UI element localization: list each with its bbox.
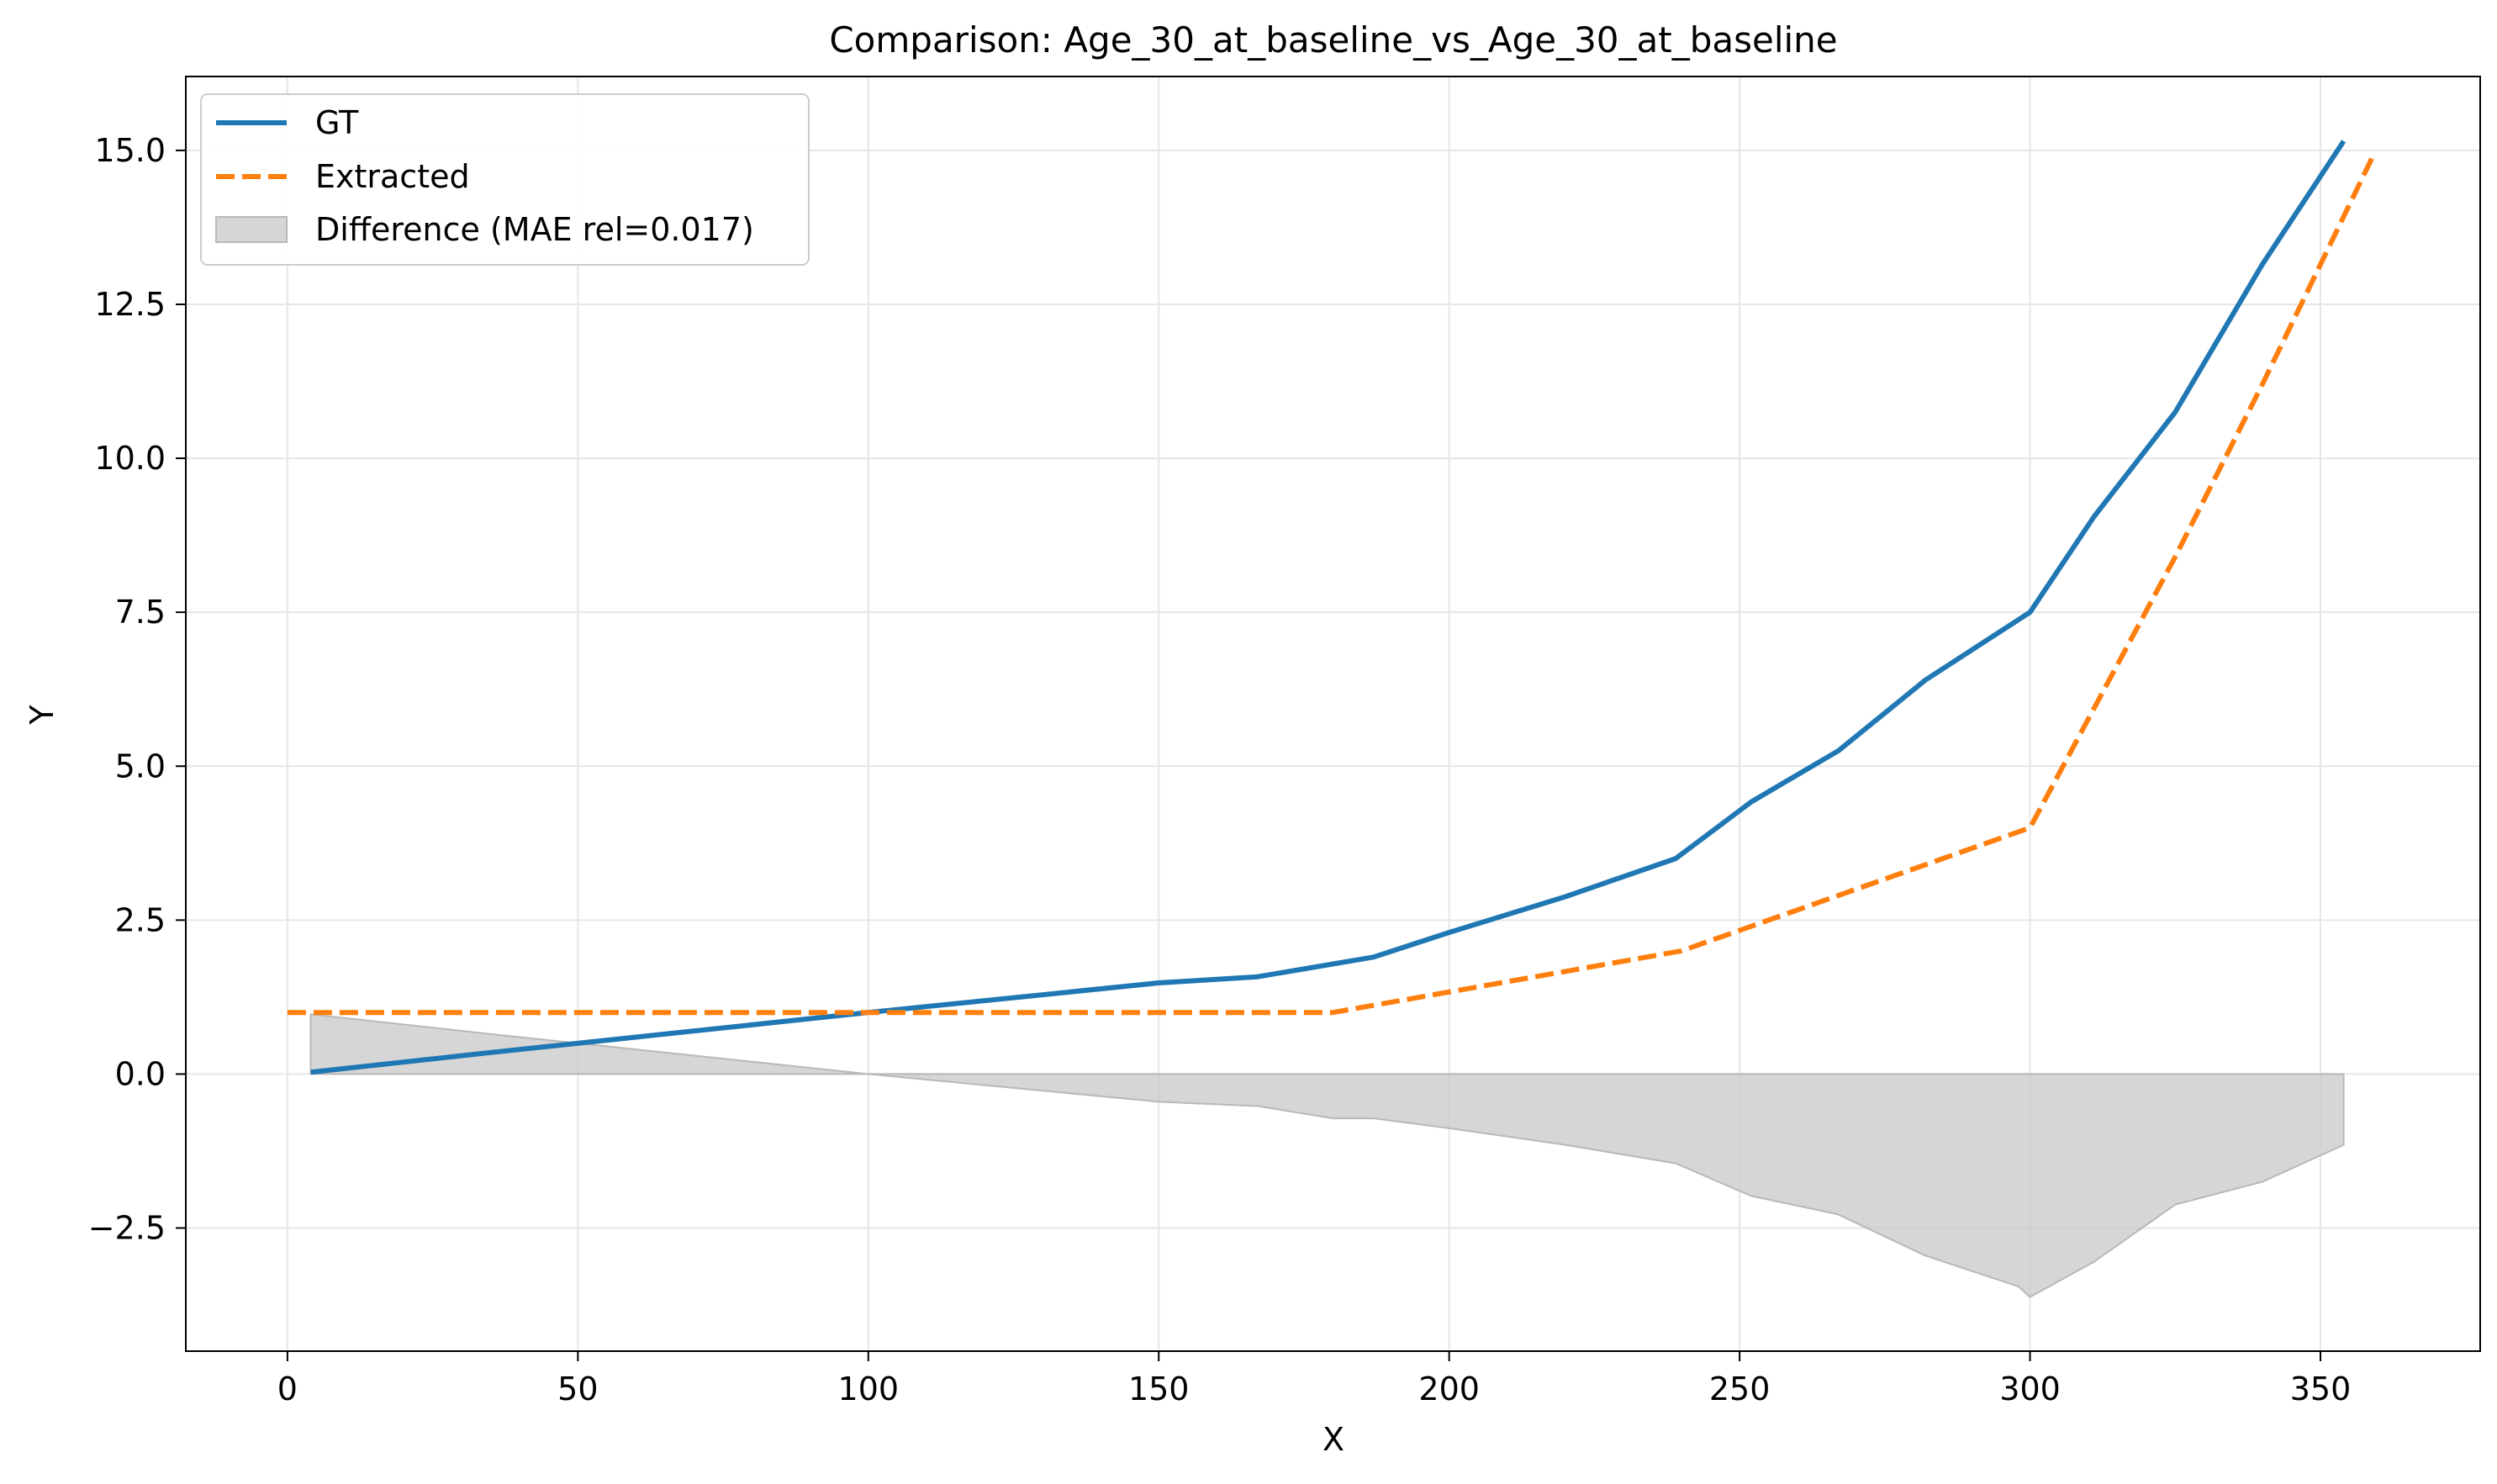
y-tick-label: 5.0	[115, 747, 166, 784]
legend-difference-swatch	[215, 216, 288, 243]
y-tick-label: 12.5	[94, 286, 166, 323]
series-line-extracted	[287, 155, 2375, 1016]
legend-box	[200, 93, 810, 266]
x-axis-label: X	[1322, 1421, 1344, 1458]
y-tick-label: 2.5	[115, 901, 166, 938]
legend-difference-label: Difference (MAE rel=0.017)	[315, 211, 754, 248]
x-tick-label: 300	[1999, 1370, 2061, 1407]
y-tick-label: 7.5	[115, 594, 166, 631]
x-tick-label: 0	[277, 1370, 298, 1407]
x-tick-label: 50	[557, 1370, 598, 1407]
y-axis-label: Y	[24, 705, 61, 726]
legend: GT Extracted Difference (MAE rel=0.017)	[200, 93, 810, 266]
x-tick-label: 150	[1128, 1370, 1190, 1407]
y-tick-label: 10.0	[94, 440, 166, 477]
series-line-gt	[310, 140, 2347, 1075]
x-tick-label: 250	[1709, 1370, 1771, 1407]
difference-area	[309, 1013, 2345, 1298]
x-tick-label: 200	[1418, 1370, 1480, 1407]
x-axis: 0 50 100 150 200 250 300 350	[277, 1351, 2351, 1407]
x-tick-label: 350	[2290, 1370, 2352, 1407]
series-lines	[287, 140, 2375, 1075]
legend-gt-label: GT	[315, 104, 359, 141]
plot-frame	[185, 76, 2481, 1352]
chart-title: Comparison: Age_30_at_baseline_vs_Age_30…	[829, 19, 1837, 61]
y-tick-label: 15.0	[94, 132, 166, 169]
y-axis: −2.5 0.0 2.5 5.0 7.5 10.0 12.5 15.0	[88, 132, 186, 1247]
difference-fill	[309, 1013, 2345, 1298]
legend-extracted-label: Extracted	[315, 158, 470, 195]
y-tick-label: 0.0	[115, 1055, 166, 1092]
x-tick-label: 100	[838, 1370, 900, 1407]
y-tick-label: −2.5	[88, 1210, 166, 1247]
